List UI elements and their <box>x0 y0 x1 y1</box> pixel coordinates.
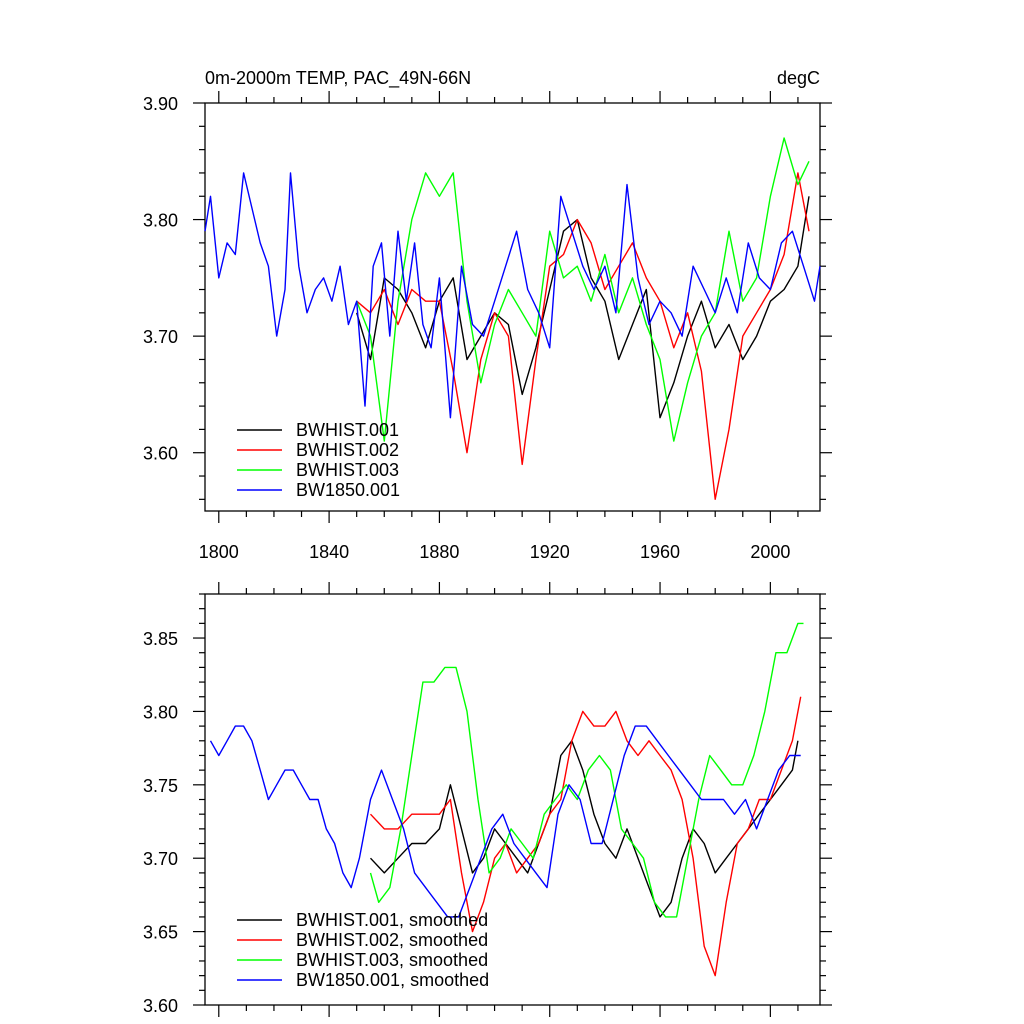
legend-label: BWHIST.002 <box>296 440 399 460</box>
x-tick-label: 1880 <box>419 542 459 562</box>
y-tick-label: 3.80 <box>143 702 178 722</box>
legend-label: BW1850.001 <box>296 480 400 500</box>
series-line <box>369 740 799 918</box>
series-line <box>356 137 810 442</box>
axis-ticks: 3.60 3.65 3.70 3.75 3.80 3.85 <box>143 582 832 1017</box>
y-tick-label: 3.85 <box>143 629 178 649</box>
series-line <box>356 172 810 500</box>
series-line <box>369 622 804 918</box>
units-label: degC <box>777 68 820 88</box>
bottom-panel: 3.60 3.65 3.70 3.75 3.80 3.85 BWHIST.001, smo… <box>143 582 832 1017</box>
y-tick-label: 3.60 <box>143 444 178 464</box>
series-line <box>356 196 810 419</box>
series-lines <box>209 622 804 977</box>
legend-label: BWHIST.001 <box>296 420 399 440</box>
x-tick-label: 1840 <box>309 542 349 562</box>
series-line <box>209 725 801 918</box>
legend-label: BWHIST.001, smoothed <box>296 910 488 930</box>
y-tick-label: 3.90 <box>143 94 178 114</box>
x-tick-label: 1800 <box>199 542 239 562</box>
legend-label: BW1850.001, smoothed <box>296 970 489 990</box>
plot-frame <box>204 102 821 512</box>
y-tick-label: 3.70 <box>143 849 178 869</box>
x-tick-label: 2000 <box>750 542 790 562</box>
chart-title: 0m-2000m TEMP, PAC_49N-66N <box>205 68 471 89</box>
series-lines <box>204 137 821 500</box>
legend-label: BWHIST.003, smoothed <box>296 950 488 970</box>
axis-ticks: 1800 1840 1880 1920 1960 2000 3.60 3.70 3.80 3.90 <box>143 91 832 562</box>
top-panel: 0m-2000m TEMP, PAC_49N-66N degC 1800 1840… <box>143 68 832 562</box>
y-tick-label: 3.65 <box>143 923 178 943</box>
x-tick-label: 1960 <box>640 542 680 562</box>
x-tick-label: 1920 <box>530 542 570 562</box>
legend-label: BWHIST.002, smoothed <box>296 930 488 950</box>
series-line <box>369 696 802 977</box>
y-tick-label: 3.75 <box>143 776 178 796</box>
series-line <box>204 172 821 419</box>
y-tick-label: 3.70 <box>143 327 178 347</box>
y-tick-label: 3.80 <box>143 211 178 231</box>
legend-label: BWHIST.003 <box>296 460 399 480</box>
y-tick-label: 3.60 <box>143 996 178 1016</box>
